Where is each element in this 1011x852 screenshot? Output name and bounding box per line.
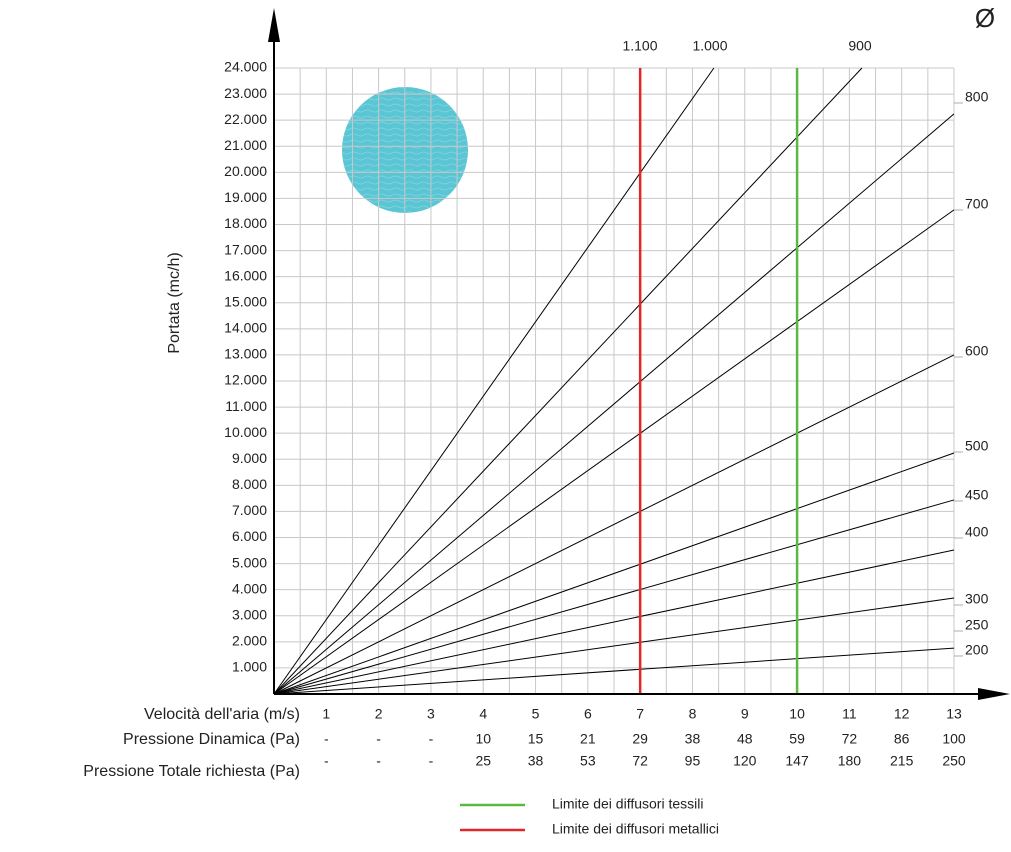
row-value: 48 [737,731,753,747]
row-value: - [324,753,329,769]
diameter-label: 200 [965,642,989,658]
row-value: 59 [789,731,805,747]
diameter-label: 800 [965,89,989,105]
row-value: - [376,731,381,747]
legend-label: Limite dei diffusori tessili [552,796,703,812]
row-value: 86 [894,731,910,747]
chart: Ø Portata (mc/h) Velocità dell'aria (m/s… [0,0,1011,847]
x-tick-label: 8 [689,706,697,722]
y-axis-title: Portata (mc/h) [166,252,183,353]
row-value: 95 [685,753,701,769]
y-tick-label: 24.000 [224,59,267,75]
x-tick-label: 9 [741,706,749,722]
row-value: 53 [580,753,596,769]
y-tick-label: 20.000 [224,163,267,179]
x-tick-label: 10 [789,706,805,722]
row-value: 38 [685,731,701,747]
row-value: 120 [733,753,757,769]
diameter-label: 1.000 [692,38,727,54]
diameter-label: 250 [965,617,989,633]
diameter-label: 300 [965,591,989,607]
diameter-label: 600 [965,343,989,359]
row-value: - [429,753,434,769]
y-tick-label: 18.000 [224,215,267,231]
y-axis-arrow [268,8,280,42]
row-value: 72 [842,731,858,747]
diameter-label: 1.100 [622,38,657,54]
y-tick-label: 3.000 [232,606,267,622]
diameter-label: 400 [965,524,989,540]
x-tick-label: 3 [427,706,435,722]
y-tick-label: 19.000 [224,189,267,205]
row-value: 21 [580,731,596,747]
x-tick-label: 5 [532,706,540,722]
row-value: 180 [838,753,862,769]
y-tick-label: 1.000 [232,659,267,675]
row-value: 29 [632,731,648,747]
y-tick-label: 23.000 [224,85,267,101]
diameter-label: 700 [965,196,989,212]
y-tick-label: 7.000 [232,502,267,518]
row-value: 25 [475,753,491,769]
row-value: 250 [942,753,966,769]
y-tick-label: 11.000 [225,398,267,414]
row-value: 215 [890,753,914,769]
x-tick-label: 12 [894,706,910,722]
y-tick-label: 17.000 [224,241,267,257]
x-axis-title: Velocità dell'aria (m/s) [144,706,300,723]
row-value: - [324,731,329,747]
row-value: 72 [632,753,648,769]
diameter-symbol: Ø [975,3,995,33]
x-tick-label: 13 [946,706,962,722]
row-label: Pressione Dinamica (Pa) [123,731,300,748]
row-value: 15 [528,731,544,747]
legend-label: Limite dei diffusori metallici [552,821,719,837]
row-value: - [429,731,434,747]
x-tick-label: 11 [842,706,857,722]
x-tick-label: 4 [479,706,487,722]
y-tick-label: 15.000 [224,293,267,309]
y-tick-label: 8.000 [232,476,267,492]
x-tick-label: 2 [375,706,383,722]
y-tick-label: 10.000 [224,424,267,440]
x-tick-label: 1 [322,706,330,722]
diameter-label: 900 [848,38,872,54]
y-tick-label: 9.000 [232,450,267,466]
y-tick-label: 21.000 [224,137,267,153]
x-axis-arrow [978,688,1010,700]
y-tick-label: 2.000 [232,633,267,649]
x-tick-label: 7 [636,706,644,722]
y-tick-label: 13.000 [224,346,267,362]
row-value: 38 [528,753,544,769]
row-value: 147 [785,753,809,769]
y-tick-label: 6.000 [232,528,267,544]
y-tick-label: 14.000 [224,320,267,336]
row-value: 100 [942,731,966,747]
row-value: - [376,753,381,769]
diameter-label: 450 [965,487,989,503]
y-tick-label: 12.000 [224,372,267,388]
y-tick-label: 4.000 [232,580,267,596]
row-value: 10 [475,731,491,747]
y-tick-label: 16.000 [224,267,267,283]
x-tick-label: 6 [584,706,592,722]
diameter-label: 500 [965,438,989,454]
y-tick-label: 5.000 [232,554,267,570]
row-label: Pressione Totale richiesta (Pa) [83,763,300,780]
y-tick-label: 22.000 [224,111,267,127]
